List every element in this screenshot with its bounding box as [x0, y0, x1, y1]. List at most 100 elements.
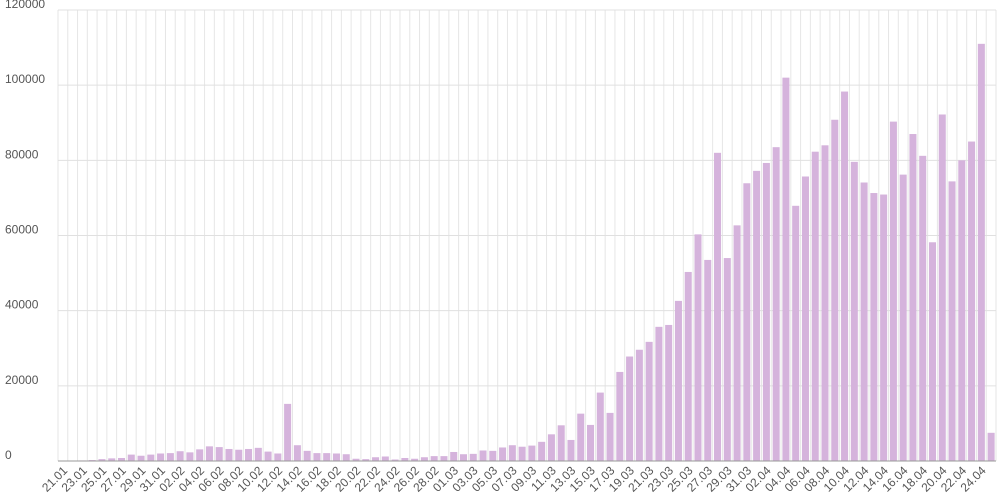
- bar: [489, 450, 497, 461]
- bar: [919, 155, 927, 461]
- bar: [762, 162, 770, 461]
- bar: [176, 451, 184, 461]
- bar: [694, 234, 702, 461]
- bar: [499, 447, 507, 461]
- bar: [508, 445, 516, 461]
- bar: [938, 114, 946, 462]
- bar: [606, 412, 614, 461]
- bar: [723, 258, 731, 461]
- bar: [215, 447, 223, 461]
- bar: [684, 271, 692, 461]
- bar: [948, 181, 956, 461]
- bar: [596, 392, 604, 461]
- bar: [958, 160, 966, 462]
- bar: [655, 326, 663, 461]
- y-tick-label: 80000: [5, 147, 39, 161]
- bar: [968, 141, 976, 461]
- bar: [792, 205, 800, 461]
- bar: [977, 43, 985, 461]
- bar: [518, 446, 526, 461]
- bar: [196, 449, 204, 461]
- bar: [665, 324, 673, 461]
- bar: [157, 453, 165, 461]
- bar: [430, 456, 438, 461]
- bar: [753, 170, 761, 461]
- bar: [420, 457, 428, 461]
- y-tick-label: 0: [5, 448, 12, 462]
- y-tick-label: 100000: [5, 72, 45, 86]
- bar: [626, 356, 634, 461]
- bar: [479, 450, 487, 461]
- bar: [733, 225, 741, 461]
- bar: [674, 300, 682, 461]
- bar: [284, 403, 292, 461]
- bar: [362, 459, 370, 461]
- bar: [899, 174, 907, 462]
- bar: [459, 454, 468, 461]
- bar: [391, 459, 399, 461]
- bar: [342, 454, 350, 461]
- bar: [205, 446, 213, 461]
- bar: [264, 451, 272, 461]
- bar: [274, 453, 282, 461]
- bar: [440, 456, 448, 461]
- bar: [372, 457, 380, 461]
- bar: [841, 91, 849, 461]
- bar: [860, 182, 868, 461]
- bar: [567, 439, 575, 461]
- bar: [254, 447, 262, 461]
- bar: [801, 176, 809, 461]
- bar: [547, 434, 555, 461]
- bar: [323, 453, 331, 461]
- y-tick-label: 40000: [5, 298, 39, 312]
- bar: [293, 445, 301, 461]
- bar: [245, 448, 253, 461]
- bar: [528, 445, 536, 461]
- bar: [225, 448, 233, 461]
- bar: [557, 425, 565, 461]
- bar: [831, 119, 839, 461]
- bar: [928, 242, 937, 461]
- bar: [714, 152, 722, 462]
- bar: [401, 457, 409, 461]
- bar: [235, 449, 243, 461]
- bar: [166, 453, 174, 461]
- bar: [332, 453, 340, 461]
- bar: [811, 151, 819, 462]
- bar: [147, 454, 155, 461]
- bar: [821, 145, 829, 462]
- bar: [880, 194, 888, 461]
- bar: [98, 459, 106, 461]
- bar: [313, 453, 321, 461]
- bar: [450, 451, 458, 461]
- bar: [889, 121, 897, 461]
- bar: [870, 193, 878, 462]
- bar: [645, 341, 653, 461]
- bar: [411, 458, 419, 461]
- bar: [381, 456, 389, 461]
- bar: [538, 441, 546, 461]
- bar: [137, 455, 145, 461]
- bar: [586, 424, 595, 461]
- bar: [186, 452, 194, 461]
- y-tick-label: 120000: [5, 0, 45, 11]
- bar: [127, 454, 135, 461]
- bar: [772, 147, 780, 461]
- bar: [577, 413, 585, 461]
- bar: [117, 457, 126, 461]
- bar: [108, 458, 116, 461]
- y-tick-label: 60000: [5, 223, 39, 237]
- bar: [469, 453, 477, 461]
- y-tick-label: 20000: [5, 373, 39, 387]
- bar: [616, 371, 624, 461]
- bar: [635, 349, 643, 461]
- bar: [303, 450, 311, 461]
- bar: [909, 134, 917, 461]
- bar: [743, 183, 751, 462]
- bar: [850, 161, 858, 461]
- bar: [704, 259, 712, 461]
- bar: [987, 432, 995, 461]
- bar: [352, 458, 360, 461]
- bar: [782, 77, 790, 462]
